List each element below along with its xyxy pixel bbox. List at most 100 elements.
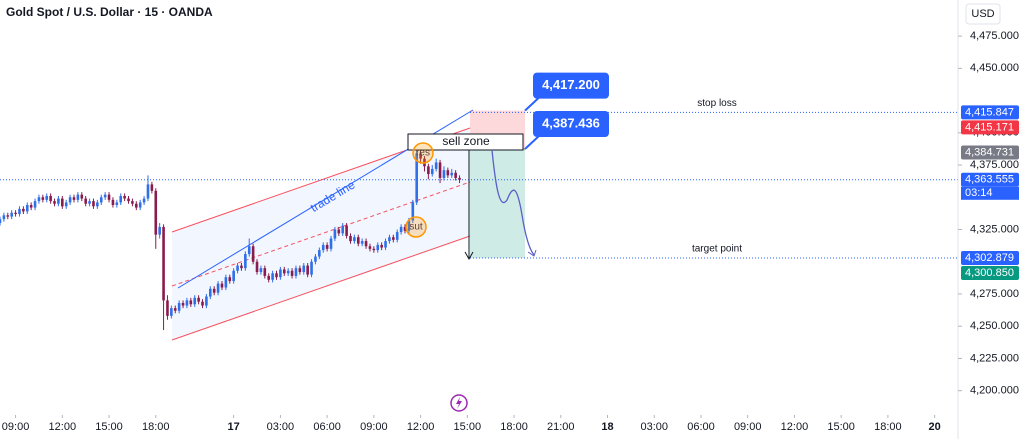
sell-zone-box: [407, 133, 524, 151]
candle-body: [72, 197, 76, 200]
price-label: 4,415.171: [965, 121, 1014, 133]
res-circle: [412, 142, 434, 164]
candle-body: [107, 194, 111, 200]
candle-body: [399, 226, 403, 233]
candle-body: [380, 244, 383, 248]
candle-body: [158, 226, 161, 235]
candle-body: [321, 244, 325, 251]
candle-body: [275, 273, 278, 278]
projection-arrowhead: [527, 249, 537, 257]
candle-body: [282, 269, 286, 274]
candle-body: [154, 190, 158, 235]
x-tick-label: 20: [929, 421, 941, 433]
candle-body: [290, 270, 294, 276]
candle-body: [216, 283, 220, 293]
x-tick-label: 06:00: [313, 421, 341, 433]
candle-body: [255, 261, 259, 273]
x-tick-label: 09:00: [360, 421, 388, 433]
x-tick-label: 12:00: [407, 421, 435, 433]
candle-body: [411, 202, 415, 221]
candle-body: [111, 199, 115, 205]
candle-body: [220, 283, 224, 288]
candle-body: [25, 205, 29, 212]
candle-body: [150, 184, 154, 191]
candle-body: [345, 225, 348, 236]
candle-body: [419, 153, 422, 159]
y-tick-label: 4,450.000: [970, 62, 1019, 74]
y-tick-label: 4,200.000: [970, 385, 1019, 397]
channel-mid: [171, 181, 471, 287]
candle-body: [131, 201, 134, 204]
candle-body: [333, 229, 337, 239]
callout-label: 4,387.436: [542, 115, 600, 130]
y-tick-label: 4,275.000: [970, 288, 1019, 300]
candle-body: [427, 166, 430, 175]
candle-body: [450, 172, 454, 176]
candle-body: [193, 297, 197, 305]
candle-body: [146, 184, 150, 199]
candle-body: [18, 208, 21, 215]
candle-body: [99, 197, 103, 203]
candle-body: [45, 195, 49, 200]
sut-circle: [405, 216, 427, 238]
x-tick-label: 06:00: [687, 421, 715, 433]
x-tick-label: 03:00: [267, 421, 295, 433]
candle-body: [407, 220, 411, 231]
price-label: 4,302.879: [965, 252, 1014, 264]
countdown-box: [961, 186, 1019, 200]
candle-body: [267, 275, 271, 280]
candle-body: [10, 212, 13, 217]
candle-body: [240, 265, 243, 269]
candle-body: [212, 288, 216, 293]
candle-body: [364, 241, 368, 247]
sell-zone-label: sell zone: [442, 134, 490, 148]
candle-body: [263, 268, 267, 276]
candle-body: [127, 198, 130, 202]
candle-body: [162, 226, 165, 301]
callout-label: 4,417.200: [542, 77, 600, 92]
candle-body: [403, 226, 407, 231]
level-note: stop loss: [697, 98, 736, 109]
candle-body: [302, 265, 306, 273]
channel-lower: [171, 235, 471, 341]
candle-body: [392, 237, 395, 240]
candle-body: [64, 202, 68, 207]
target-zone: [470, 148, 525, 259]
candle-body: [430, 168, 434, 175]
candle-body: [0, 219, 2, 224]
candle-body: [310, 261, 313, 275]
candle-body: [298, 268, 302, 273]
candle-body: [57, 198, 60, 204]
candle-body: [228, 277, 232, 282]
candle-body: [341, 225, 344, 234]
candle-body: [244, 253, 247, 269]
candle-body: [286, 270, 290, 274]
candle-body: [271, 273, 274, 280]
candle-body: [96, 202, 99, 207]
candle-body: [314, 256, 317, 262]
candle-body: [14, 212, 17, 215]
candle-body: [434, 162, 438, 169]
candle-body: [360, 241, 364, 244]
candle-body: [353, 237, 356, 242]
axis-panel: [958, 0, 1024, 439]
x-tick-label: 12:00: [49, 421, 77, 433]
candle-body: [138, 202, 142, 208]
icon-circle: [450, 394, 468, 412]
res-label: res: [416, 148, 430, 159]
y-tick-label: 4,325.000: [970, 223, 1019, 235]
candle-body: [259, 268, 263, 273]
candle-body: [84, 198, 87, 204]
candle-body: [376, 244, 380, 251]
candle-body: [2, 215, 6, 220]
callout-box: [533, 110, 609, 137]
x-tick-label: 18:00: [142, 421, 170, 433]
currency: USD: [971, 8, 994, 20]
candle-body: [76, 194, 80, 200]
y-tick-label: 4,225.000: [970, 352, 1019, 364]
candle-body: [29, 205, 33, 208]
level-note: target point: [692, 244, 742, 255]
candle-body: [185, 300, 189, 306]
price-label: 4,363.555: [965, 174, 1014, 186]
